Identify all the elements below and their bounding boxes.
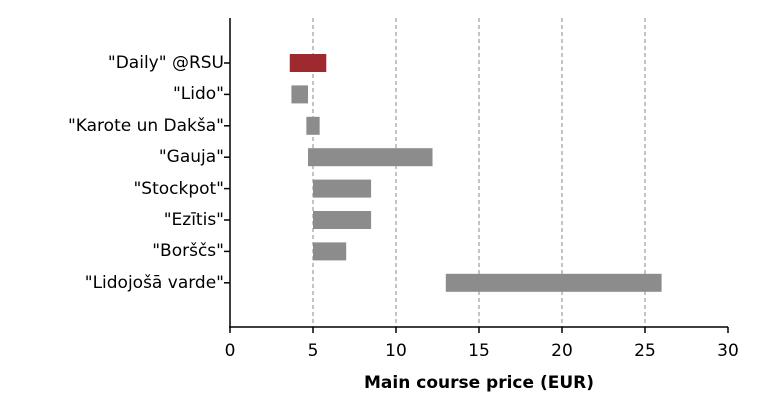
range-bar xyxy=(313,242,347,261)
y-axis-label: "Stockpot" xyxy=(133,178,224,199)
x-tick-label: 20 xyxy=(551,341,573,361)
y-axis-label: "Lido" xyxy=(172,84,224,105)
x-tick-label: 15 xyxy=(468,341,490,361)
range-bar xyxy=(291,85,309,104)
x-tick-label: 25 xyxy=(634,341,656,361)
x-tick-label: 10 xyxy=(385,341,407,361)
y-axis-label: "Lidojošā varde" xyxy=(84,272,224,293)
y-axis-label: "Daily" @RSU xyxy=(107,53,224,73)
range-bar xyxy=(313,211,372,229)
range-bar xyxy=(306,116,320,135)
x-axis-title: Main course price (EUR) xyxy=(364,373,594,393)
range-bar xyxy=(289,54,327,72)
y-axis-label: "Gauja" xyxy=(158,147,224,168)
x-tick-label: 30 xyxy=(717,341,739,361)
range-bar xyxy=(308,148,433,167)
y-axis-label: "Borščs" xyxy=(152,241,224,262)
x-tick-label: 5 xyxy=(307,341,319,361)
x-tick-label: 0 xyxy=(224,341,236,361)
y-axis-label: "Karote un Dakša" xyxy=(67,115,224,136)
range-bar xyxy=(445,273,662,292)
range-bar xyxy=(313,179,372,198)
y-axis-label: "Ezītis" xyxy=(163,210,224,230)
